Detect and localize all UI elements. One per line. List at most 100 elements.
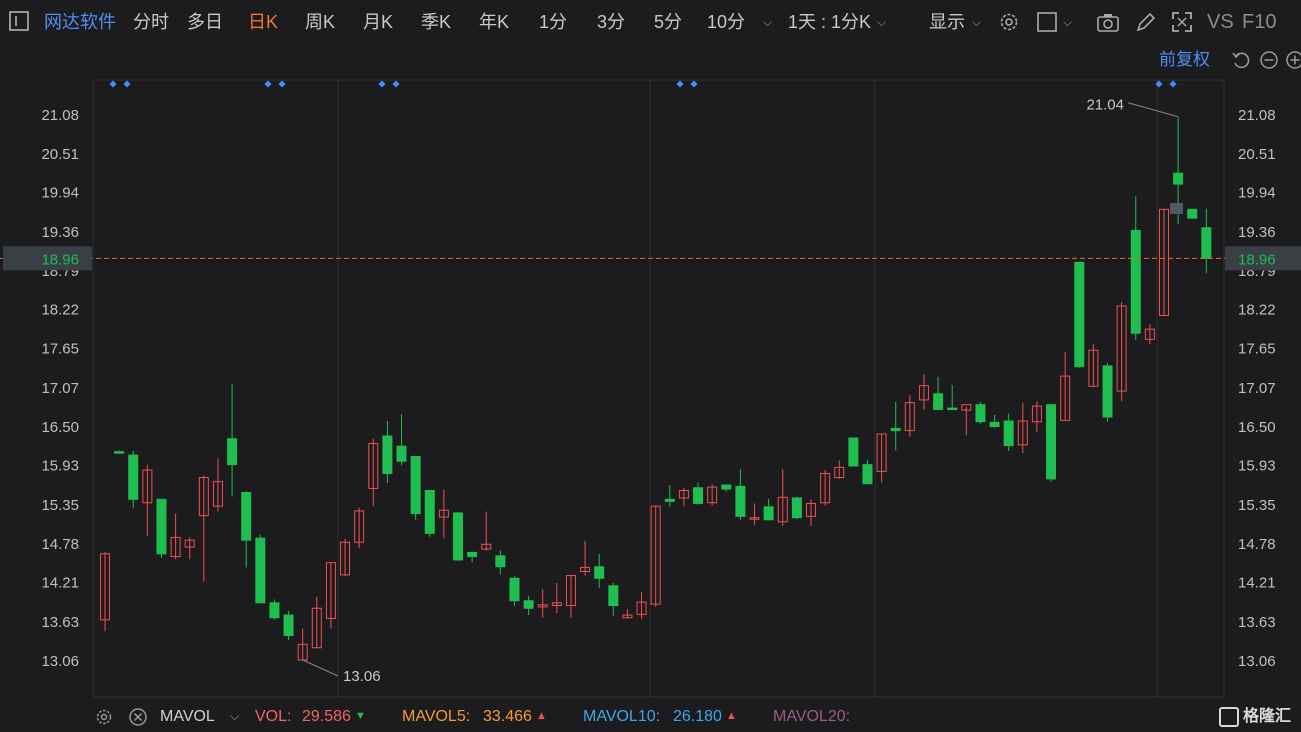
candlestick-chart: 21.08 21.08 20.51 20.51 19.94 19.94 19.36 19.36… <box>0 79 1301 698</box>
y-tick-label-right: 17.65 <box>1238 341 1276 358</box>
candle-body <box>791 497 802 519</box>
tab-quarterly-k[interactable]: 季K <box>421 12 452 32</box>
y-tick-label-left: 17.07 <box>41 380 79 397</box>
candle-body <box>241 492 252 541</box>
candle-body <box>608 585 619 607</box>
candle-body <box>961 404 972 411</box>
display-menu[interactable]: 显示 <box>929 12 965 32</box>
candle-body <box>340 541 351 576</box>
tab-1min[interactable]: 1分 <box>539 12 568 32</box>
y-tick-label-right: 19.36 <box>1238 224 1276 241</box>
candle-body <box>664 498 675 502</box>
candle-body <box>806 502 816 517</box>
y-tick-label-right: 19.94 <box>1238 185 1276 202</box>
y-tick-label-left: 14.21 <box>41 575 79 592</box>
candle-body <box>537 604 548 608</box>
sidebar-toggle-icon[interactable] <box>8 10 30 32</box>
candle-body <box>184 539 195 548</box>
current-price-label-left: 18.96 <box>41 251 79 268</box>
logo-text: 格隆汇 <box>1242 708 1291 725</box>
close-icon[interactable] <box>128 707 148 727</box>
chevron-down-icon[interactable]: ⌵ <box>230 709 240 723</box>
candle-body <box>396 445 407 462</box>
candle-body <box>255 537 266 604</box>
y-tick-label-right: 17.07 <box>1238 380 1276 397</box>
zoom-out-icon[interactable] <box>1258 49 1280 71</box>
plot-frame <box>92 79 1225 698</box>
candle-body <box>862 464 873 485</box>
camera-icon[interactable] <box>1096 10 1120 34</box>
y-tick-label-left: 13.06 <box>41 653 79 670</box>
chevron-down-icon[interactable]: ⌵ <box>972 15 982 29</box>
chevron-down-icon[interactable]: ⌵ <box>763 15 773 29</box>
logo-mark-icon <box>1218 706 1239 727</box>
tab-5min[interactable]: 5分 <box>654 12 683 32</box>
indicator-bar: MAVOL ⌵ VOL: 29.586 ▼ MAVOL5: 33.466 ▲ M… <box>0 702 1301 731</box>
candle-body <box>283 614 294 636</box>
pencil-icon[interactable] <box>1134 10 1158 34</box>
fullscreen-icon[interactable] <box>1170 10 1194 34</box>
adjust-mode-button[interactable]: 前复权 <box>1159 50 1210 69</box>
vol-label: VOL: <box>255 708 292 725</box>
gear-icon[interactable] <box>997 10 1021 34</box>
up-arrow-icon: ▲ <box>536 710 547 722</box>
chart-overlay: 21.04 13.06 18.96 18.96 <box>0 80 1301 685</box>
tab-monthly-k[interactable]: 月K <box>363 12 394 32</box>
candle-body <box>834 466 845 479</box>
candle-body <box>100 553 110 621</box>
indicator-name[interactable]: MAVOL <box>160 708 215 725</box>
candle-body <box>410 455 421 515</box>
candle-body <box>735 485 746 517</box>
y-tick-label-right: 15.93 <box>1238 458 1276 475</box>
candle-body <box>1088 349 1099 387</box>
candle-body <box>1046 404 1057 480</box>
chart-grid <box>92 79 1225 698</box>
high-price-label: 21.04 <box>1086 97 1124 114</box>
event-marker-icon <box>378 80 386 88</box>
candle-body <box>368 443 379 489</box>
candle-body <box>212 481 223 507</box>
f10-button[interactable]: F10 <box>1242 11 1277 33</box>
y-tick-label-right: 13.06 <box>1238 653 1276 670</box>
candle-body <box>1116 305 1127 392</box>
candle-body <box>763 506 774 521</box>
tab-3min[interactable]: 3分 <box>597 12 626 32</box>
tab-yearly-k[interactable]: 年K <box>479 12 510 32</box>
tab-intraday[interactable]: 分时 <box>133 12 169 32</box>
candle-body <box>890 428 901 432</box>
chevron-down-icon[interactable]: ⌵ <box>877 15 887 29</box>
candle-body <box>1060 375 1071 421</box>
y-tick-label-left: 15.35 <box>41 497 79 514</box>
tab-multi-day[interactable]: 多日 <box>187 12 223 32</box>
square-icon[interactable] <box>1036 10 1060 34</box>
compare-button[interactable]: VS <box>1207 11 1234 33</box>
zoom-in-icon[interactable] <box>1284 49 1301 71</box>
tab-10min[interactable]: 10分 <box>707 12 746 32</box>
candle-body <box>989 421 1000 427</box>
candle-body <box>650 505 661 605</box>
tab-daily-k[interactable]: 日K <box>248 12 279 32</box>
candle-body <box>1187 208 1198 219</box>
chevron-down-icon[interactable]: ⌵ <box>1063 15 1073 29</box>
candle-body <box>156 498 167 555</box>
candle-body <box>707 486 718 504</box>
candle-body <box>693 487 704 504</box>
candle-body <box>325 562 336 619</box>
event-marker-icon <box>1169 80 1177 88</box>
candle-body <box>1102 365 1113 418</box>
gear-icon[interactable] <box>94 707 114 727</box>
y-tick-label-left: 13.63 <box>41 614 79 631</box>
event-marker-icon <box>123 80 131 88</box>
period-combo[interactable]: 1天 : 1分K <box>788 12 872 32</box>
candle-body <box>523 600 534 609</box>
down-arrow-icon: ▼ <box>355 710 366 722</box>
stock-name[interactable]: 网达软件 <box>44 12 116 32</box>
up-arrow-icon: ▲ <box>726 710 737 722</box>
tab-weekly-k[interactable]: 周K <box>305 12 336 32</box>
y-tick-label-right: 14.21 <box>1238 575 1276 592</box>
toolbar: 网达软件 分时 多日 日K 周K 月K 季K 年K 1分 3分 5分 10分 ⌵… <box>0 0 1301 44</box>
reset-icon[interactable] <box>1230 49 1252 71</box>
low-leader-line <box>302 659 339 677</box>
event-marker-icon <box>264 80 272 88</box>
y-tick-label-left: 18.22 <box>41 302 79 319</box>
